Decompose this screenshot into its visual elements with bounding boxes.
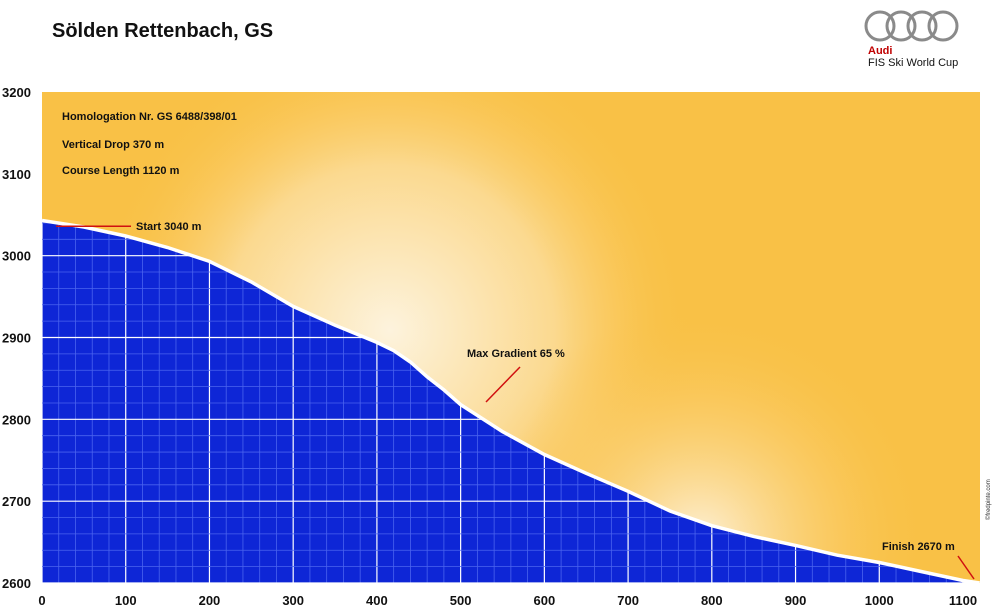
y-tick-label: 3000 xyxy=(2,249,31,264)
y-tick-label: 2700 xyxy=(2,494,31,509)
x-tick-label: 1100 xyxy=(949,593,977,608)
max-gradient-pointer-line xyxy=(485,366,521,403)
max-gradient-label: Max Gradient 65 % xyxy=(467,348,565,360)
x-tick-label: 800 xyxy=(701,593,723,608)
audi-logo: Audi FIS Ski World Cup xyxy=(862,8,972,70)
x-tick-label: 0 xyxy=(38,593,45,608)
profile-line xyxy=(41,218,980,585)
course-length-label: Course Length 1120 m xyxy=(62,165,180,177)
audi-rings-icon xyxy=(864,10,959,42)
y-tick-label: 3200 xyxy=(2,85,31,100)
x-tick-label: 700 xyxy=(617,593,639,608)
y-tick-label: 2600 xyxy=(2,576,31,591)
x-tick-label: 600 xyxy=(534,593,556,608)
x-tick-label: 300 xyxy=(282,593,304,608)
x-tick-label: 400 xyxy=(366,593,388,608)
logo-brand: Audi xyxy=(868,45,893,57)
x-tick-label: 500 xyxy=(450,593,472,608)
x-tick-label: 100 xyxy=(115,593,137,608)
logo-event: FIS Ski World Cup xyxy=(868,57,959,69)
y-tick-label: 3100 xyxy=(2,167,31,182)
finish-label: Finish 2670 m xyxy=(882,541,955,553)
x-tick-label: 900 xyxy=(785,593,807,608)
credit-text: ©fredpinte.com xyxy=(986,479,992,520)
homologation-label: Homologation Nr. GS 6488/398/01 xyxy=(62,111,237,123)
finish-pointer-line xyxy=(957,555,975,580)
x-tick-labels: 0 100 200 300 400 500 600 700 800 900 1000 1100 xyxy=(38,593,977,608)
start-label: Start 3040 m xyxy=(136,221,202,233)
x-tick-label: 1000 xyxy=(865,593,894,608)
y-tick-label: 2800 xyxy=(2,412,31,427)
page-title: Sölden Rettenbach, GS xyxy=(52,20,274,42)
info-panel: Homologation Nr. GS 6488/398/01 Vertical… xyxy=(62,111,237,177)
vertical-drop-label: Vertical Drop 370 m xyxy=(62,139,164,151)
y-tick-labels: 2600 2700 2800 2900 3000 3100 3200 xyxy=(2,85,31,591)
annotations: Start 3040 m Max Gradient 65 % Finish 2670… xyxy=(56,221,975,580)
x-tick-label: 200 xyxy=(199,593,221,608)
y-tick-label: 2900 xyxy=(2,331,31,346)
